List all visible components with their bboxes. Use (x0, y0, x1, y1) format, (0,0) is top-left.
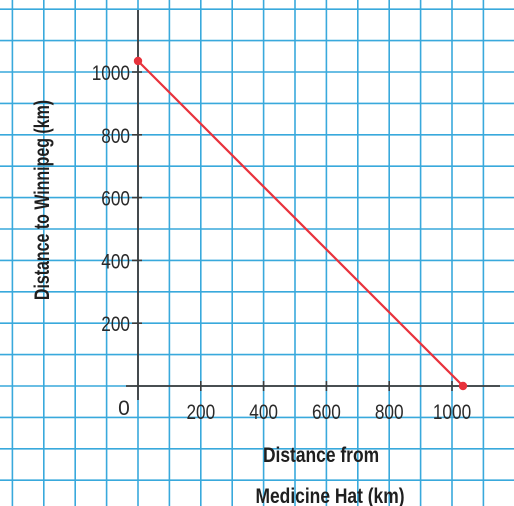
y-tick-label: 1000 (92, 63, 130, 86)
x-axis-title-line2: Medicine Hat (km) (255, 486, 404, 506)
data-point (458, 381, 468, 391)
y-axis-title: Distance to Winnipeg (km) (30, 100, 54, 300)
x-tick-labels: 200 400 600 800 1000 (186, 402, 471, 425)
data-point (133, 56, 143, 66)
x-tick-label: 1000 (433, 402, 471, 425)
y-tick-labels: 200 400 600 800 1000 (92, 63, 130, 337)
y-tick-label: 200 (101, 314, 130, 337)
x-tick-label: 800 (375, 402, 404, 425)
y-tick-label: 400 (101, 251, 130, 274)
y-tick-label: 800 (101, 125, 130, 148)
x-tick-label: 400 (249, 402, 278, 425)
series-line (137, 60, 464, 387)
origin-label: 0 (118, 397, 130, 420)
y-tick-label: 600 (101, 188, 130, 211)
x-tick-label: 600 (312, 402, 341, 425)
x-tick-label: 200 (186, 402, 215, 425)
series (133, 56, 468, 391)
axes (126, 10, 500, 400)
x-axis-title-line1: Distance from (263, 445, 379, 468)
